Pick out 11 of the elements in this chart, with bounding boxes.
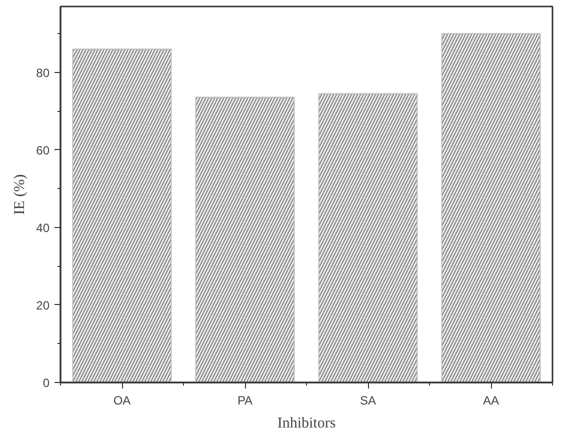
x-tick-label: AA: [482, 394, 500, 408]
y-tick-label: 0: [42, 376, 50, 390]
x-axis-title: Inhibitors: [277, 416, 336, 432]
x-tick-label: SA: [360, 394, 376, 408]
x-tick-label: OA: [113, 394, 131, 408]
y-tick-label: 60: [36, 143, 50, 158]
y-tick-label: 80: [36, 66, 50, 80]
y-tick-label: 40: [36, 220, 50, 235]
y-tick-label: 20: [36, 298, 50, 312]
y-axis-title: IE (%): [12, 174, 28, 215]
x-tick-label: PA: [237, 394, 253, 408]
